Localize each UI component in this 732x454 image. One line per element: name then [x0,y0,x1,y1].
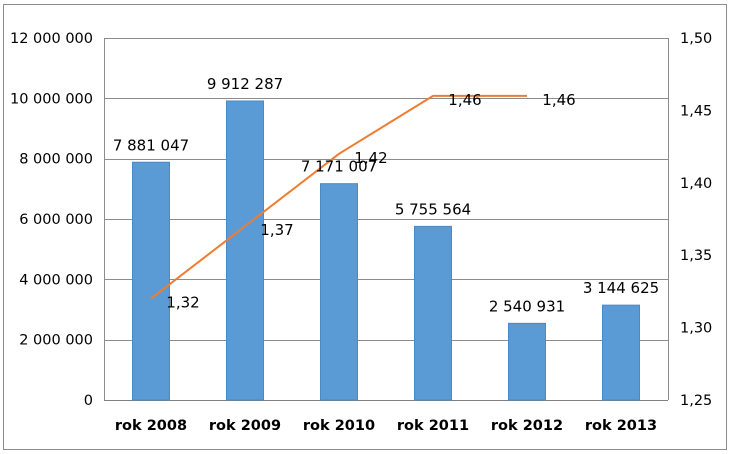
bar [320,183,358,401]
bar-data-label: 9 912 287 [207,75,283,93]
bar [508,322,546,401]
bar-data-label: 3 144 625 [583,279,659,297]
left-tick-label: 4 000 000 [19,272,93,288]
line-data-labels: 1,32 1,37 1,42 1,46 1,46 [166,91,575,312]
bar-series [132,100,640,401]
bar-data-labels: 7 881 047 9 912 287 7 171 007 5 755 564 2 54… [113,75,659,315]
line-data-label: 1,46 [448,91,481,109]
category-label: rok 2010 [303,418,375,434]
line-data-label: 1,46 [542,91,575,109]
left-tick-label: 0 [84,393,93,409]
right-tick-label: 1,50 [680,31,712,47]
category-label: rok 2013 [585,418,657,434]
bar [414,225,452,401]
right-tick-label: 1,45 [680,103,712,119]
right-tick-label: 1,25 [680,393,712,409]
category-label: rok 2008 [115,418,187,434]
bar [226,100,264,401]
right-tick-label: 1,35 [680,248,712,264]
right-tick-label: 1,40 [680,176,712,192]
line-series [150,94,527,300]
right-axis-ticks: 1,25 1,30 1,35 1,40 1,45 1,50 [680,31,712,409]
bar-data-label: 7 881 047 [113,136,189,154]
bar [132,161,170,401]
bar-data-label: 7 171 007 [301,158,377,176]
category-label: rok 2011 [397,418,469,434]
left-tick-label: 10 000 000 [10,91,93,107]
bar-data-label: 5 755 564 [395,200,471,218]
left-axis-ticks: 0 2 000 000 4 000 000 6 000 000 8 000 000 10 … [10,31,93,409]
category-label: rok 2009 [209,418,281,434]
line-data-label: 1,37 [260,221,293,239]
gridlines [104,38,669,401]
left-tick-label: 12 000 000 [10,31,93,47]
category-axis-labels: rok 2008 rok 2009 rok 2010 rok 2011 rok 2012… [115,418,657,434]
bar-data-label: 2 540 931 [489,297,565,315]
line-data-label: 1,32 [166,294,199,312]
left-tick-label: 2 000 000 [19,333,93,349]
right-tick-label: 1,30 [680,321,712,337]
bar [602,304,640,401]
left-tick-label: 8 000 000 [19,152,93,168]
left-tick-label: 6 000 000 [19,212,93,228]
line-path [150,94,527,300]
category-label: rok 2012 [491,418,563,434]
line-data-label: 1,42 [354,149,387,167]
